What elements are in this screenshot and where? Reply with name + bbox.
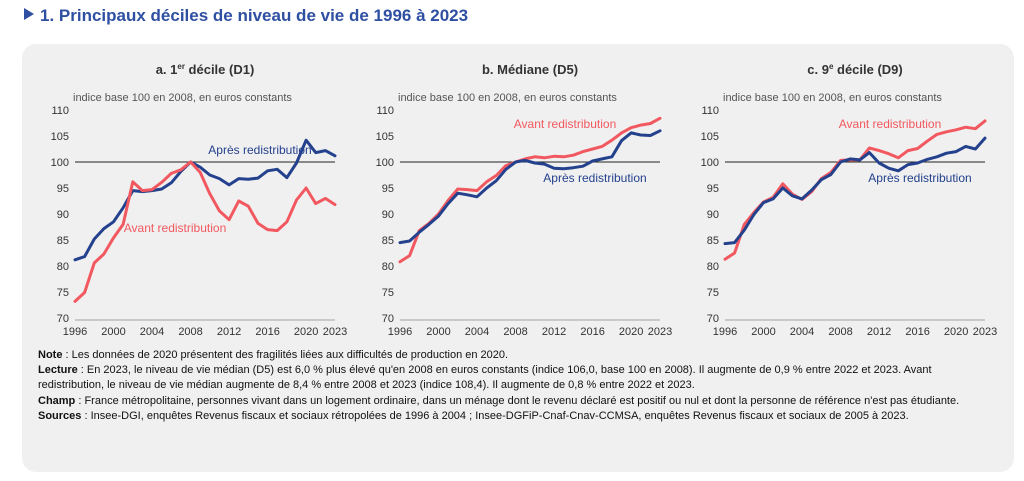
chart-title-suffix: décile (D9) bbox=[833, 62, 902, 77]
y-tick-label: 90 bbox=[57, 209, 69, 221]
x-tick-label: 2008 bbox=[503, 326, 527, 338]
x-tick-label: 2023 bbox=[648, 326, 672, 338]
y-tick-label: 90 bbox=[707, 209, 719, 221]
chart-subtitle: indice base 100 en 2008, en euros consta… bbox=[723, 92, 942, 104]
y-tick-label: 100 bbox=[51, 157, 69, 169]
series-line-avant-redistribution bbox=[398, 116, 662, 264]
chart-d1: a. 1er décile (D1) indice base 100 en 200… bbox=[51, 62, 348, 338]
series-label: Après redistribution bbox=[868, 171, 971, 185]
series-label: Après redistribution bbox=[543, 171, 646, 185]
y-tick-label: 90 bbox=[382, 209, 394, 221]
y-tick-label: 110 bbox=[701, 105, 719, 117]
lecture-label: Lecture bbox=[38, 364, 78, 377]
x-tick-label: 2008 bbox=[178, 326, 202, 338]
chart-d9: c. 9e décile (D9) indice base 100 en 2008… bbox=[701, 62, 998, 338]
lecture-line: Lecture : En 2023, le niveau de vie médi… bbox=[38, 363, 998, 393]
chart-title: a. 1er décile (D1) bbox=[156, 62, 255, 77]
y-tick-label: 70 bbox=[382, 313, 394, 325]
note-label: Note bbox=[38, 349, 63, 361]
series-line-après-redistribution bbox=[398, 129, 662, 245]
y-tick-label: 85 bbox=[382, 235, 394, 247]
y-tick-label: 70 bbox=[57, 313, 69, 325]
y-tick-label: 80 bbox=[57, 261, 69, 273]
x-tick-label: 2000 bbox=[101, 326, 125, 338]
series-label: Avant redistribution bbox=[124, 221, 227, 235]
chart-title-main: b. Médiane (D5) bbox=[482, 62, 578, 77]
x-tick-label: 2000 bbox=[426, 326, 450, 338]
series-line-avant-redistribution bbox=[723, 119, 987, 261]
y-tick-label: 75 bbox=[57, 287, 69, 299]
y-tick-label: 110 bbox=[376, 105, 394, 117]
series-label: Après redistribution bbox=[208, 143, 311, 157]
series-label: Avant redistribution bbox=[514, 117, 617, 131]
y-tick-label: 105 bbox=[51, 131, 69, 143]
series-line-après-redistribution bbox=[73, 138, 337, 262]
note-text: : Les données de 2020 présentent des fra… bbox=[62, 349, 509, 361]
y-tick-label: 70 bbox=[707, 313, 719, 325]
x-tick-label: 2012 bbox=[867, 326, 891, 338]
x-tick-label: 2004 bbox=[140, 326, 164, 338]
figure-title: 1. Principaux déciles de niveau de vie d… bbox=[24, 6, 468, 26]
x-tick-label: 1996 bbox=[388, 326, 412, 338]
chart-title-main: c. 9 bbox=[807, 62, 829, 77]
x-tick-label: 2020 bbox=[944, 326, 968, 338]
y-tick-label: 80 bbox=[382, 261, 394, 273]
x-tick-label: 2016 bbox=[580, 326, 604, 338]
x-tick-label: 2008 bbox=[828, 326, 852, 338]
chart-title-main: a. 1 bbox=[156, 62, 178, 77]
series-line-avant-redistribution bbox=[73, 160, 337, 303]
x-tick-label: 2016 bbox=[255, 326, 279, 338]
x-tick-label: 2023 bbox=[973, 326, 997, 338]
lecture-text: : En 2023, le niveau de vie médian (D5) … bbox=[38, 364, 932, 392]
x-tick-label: 1996 bbox=[63, 326, 87, 338]
note-line: Note : Les données de 2020 présentent de… bbox=[38, 348, 998, 363]
y-tick-label: 105 bbox=[701, 131, 719, 143]
y-tick-label: 85 bbox=[57, 235, 69, 247]
y-tick-label: 85 bbox=[707, 235, 719, 247]
y-tick-label: 75 bbox=[707, 287, 719, 299]
notes-block: Note : Les données de 2020 présentent de… bbox=[38, 348, 998, 424]
title-arrow-icon bbox=[24, 8, 34, 20]
series-label: Avant redistribution bbox=[839, 117, 942, 131]
chart-d5: b. Médiane (D5) indice base 100 en 2008, … bbox=[376, 62, 673, 338]
y-tick-label: 75 bbox=[382, 287, 394, 299]
y-tick-label: 110 bbox=[51, 105, 69, 117]
x-tick-label: 2004 bbox=[465, 326, 489, 338]
chart-subtitle: indice base 100 en 2008, en euros consta… bbox=[398, 92, 617, 104]
y-tick-label: 95 bbox=[57, 183, 69, 195]
champ-line: Champ : France métropolitaine, personnes… bbox=[38, 394, 998, 409]
x-tick-label: 2004 bbox=[790, 326, 814, 338]
y-tick-label: 100 bbox=[701, 157, 719, 169]
chart-title-sup: er bbox=[177, 62, 185, 71]
y-tick-label: 95 bbox=[707, 183, 719, 195]
chart-title-suffix: décile (D1) bbox=[185, 62, 254, 77]
x-tick-label: 2020 bbox=[294, 326, 318, 338]
sources-line: Sources : Insee-DGI, enquêtes Revenus fi… bbox=[38, 409, 998, 424]
sources-label: Sources bbox=[38, 409, 82, 422]
chart-title-sup: e bbox=[829, 62, 834, 71]
y-tick-label: 105 bbox=[376, 131, 394, 143]
sources-text: : Insee-DGI, enquêtes Revenus fiscaux et… bbox=[81, 409, 909, 422]
chart-panel bbox=[22, 44, 1014, 472]
x-tick-label: 2016 bbox=[905, 326, 929, 338]
x-tick-label: 2012 bbox=[542, 326, 566, 338]
x-tick-label: 2012 bbox=[217, 326, 241, 338]
y-tick-label: 100 bbox=[376, 157, 394, 169]
series-line-après-redistribution bbox=[723, 136, 987, 246]
chart-title: c. 9e décile (D9) bbox=[807, 62, 903, 77]
x-tick-label: 2000 bbox=[751, 326, 775, 338]
chart-subtitle: indice base 100 en 2008, en euros consta… bbox=[73, 92, 292, 104]
x-tick-label: 1996 bbox=[713, 326, 737, 338]
champ-label: Champ bbox=[38, 394, 76, 407]
figure-title-text: 1. Principaux déciles de niveau de vie d… bbox=[40, 6, 469, 25]
x-tick-label: 2023 bbox=[323, 326, 347, 338]
champ-text: : France métropolitaine, personnes vivan… bbox=[75, 394, 960, 407]
y-tick-label: 95 bbox=[382, 183, 394, 195]
x-tick-label: 2020 bbox=[619, 326, 643, 338]
y-tick-label: 80 bbox=[707, 261, 719, 273]
chart-title: b. Médiane (D5) bbox=[482, 62, 578, 77]
